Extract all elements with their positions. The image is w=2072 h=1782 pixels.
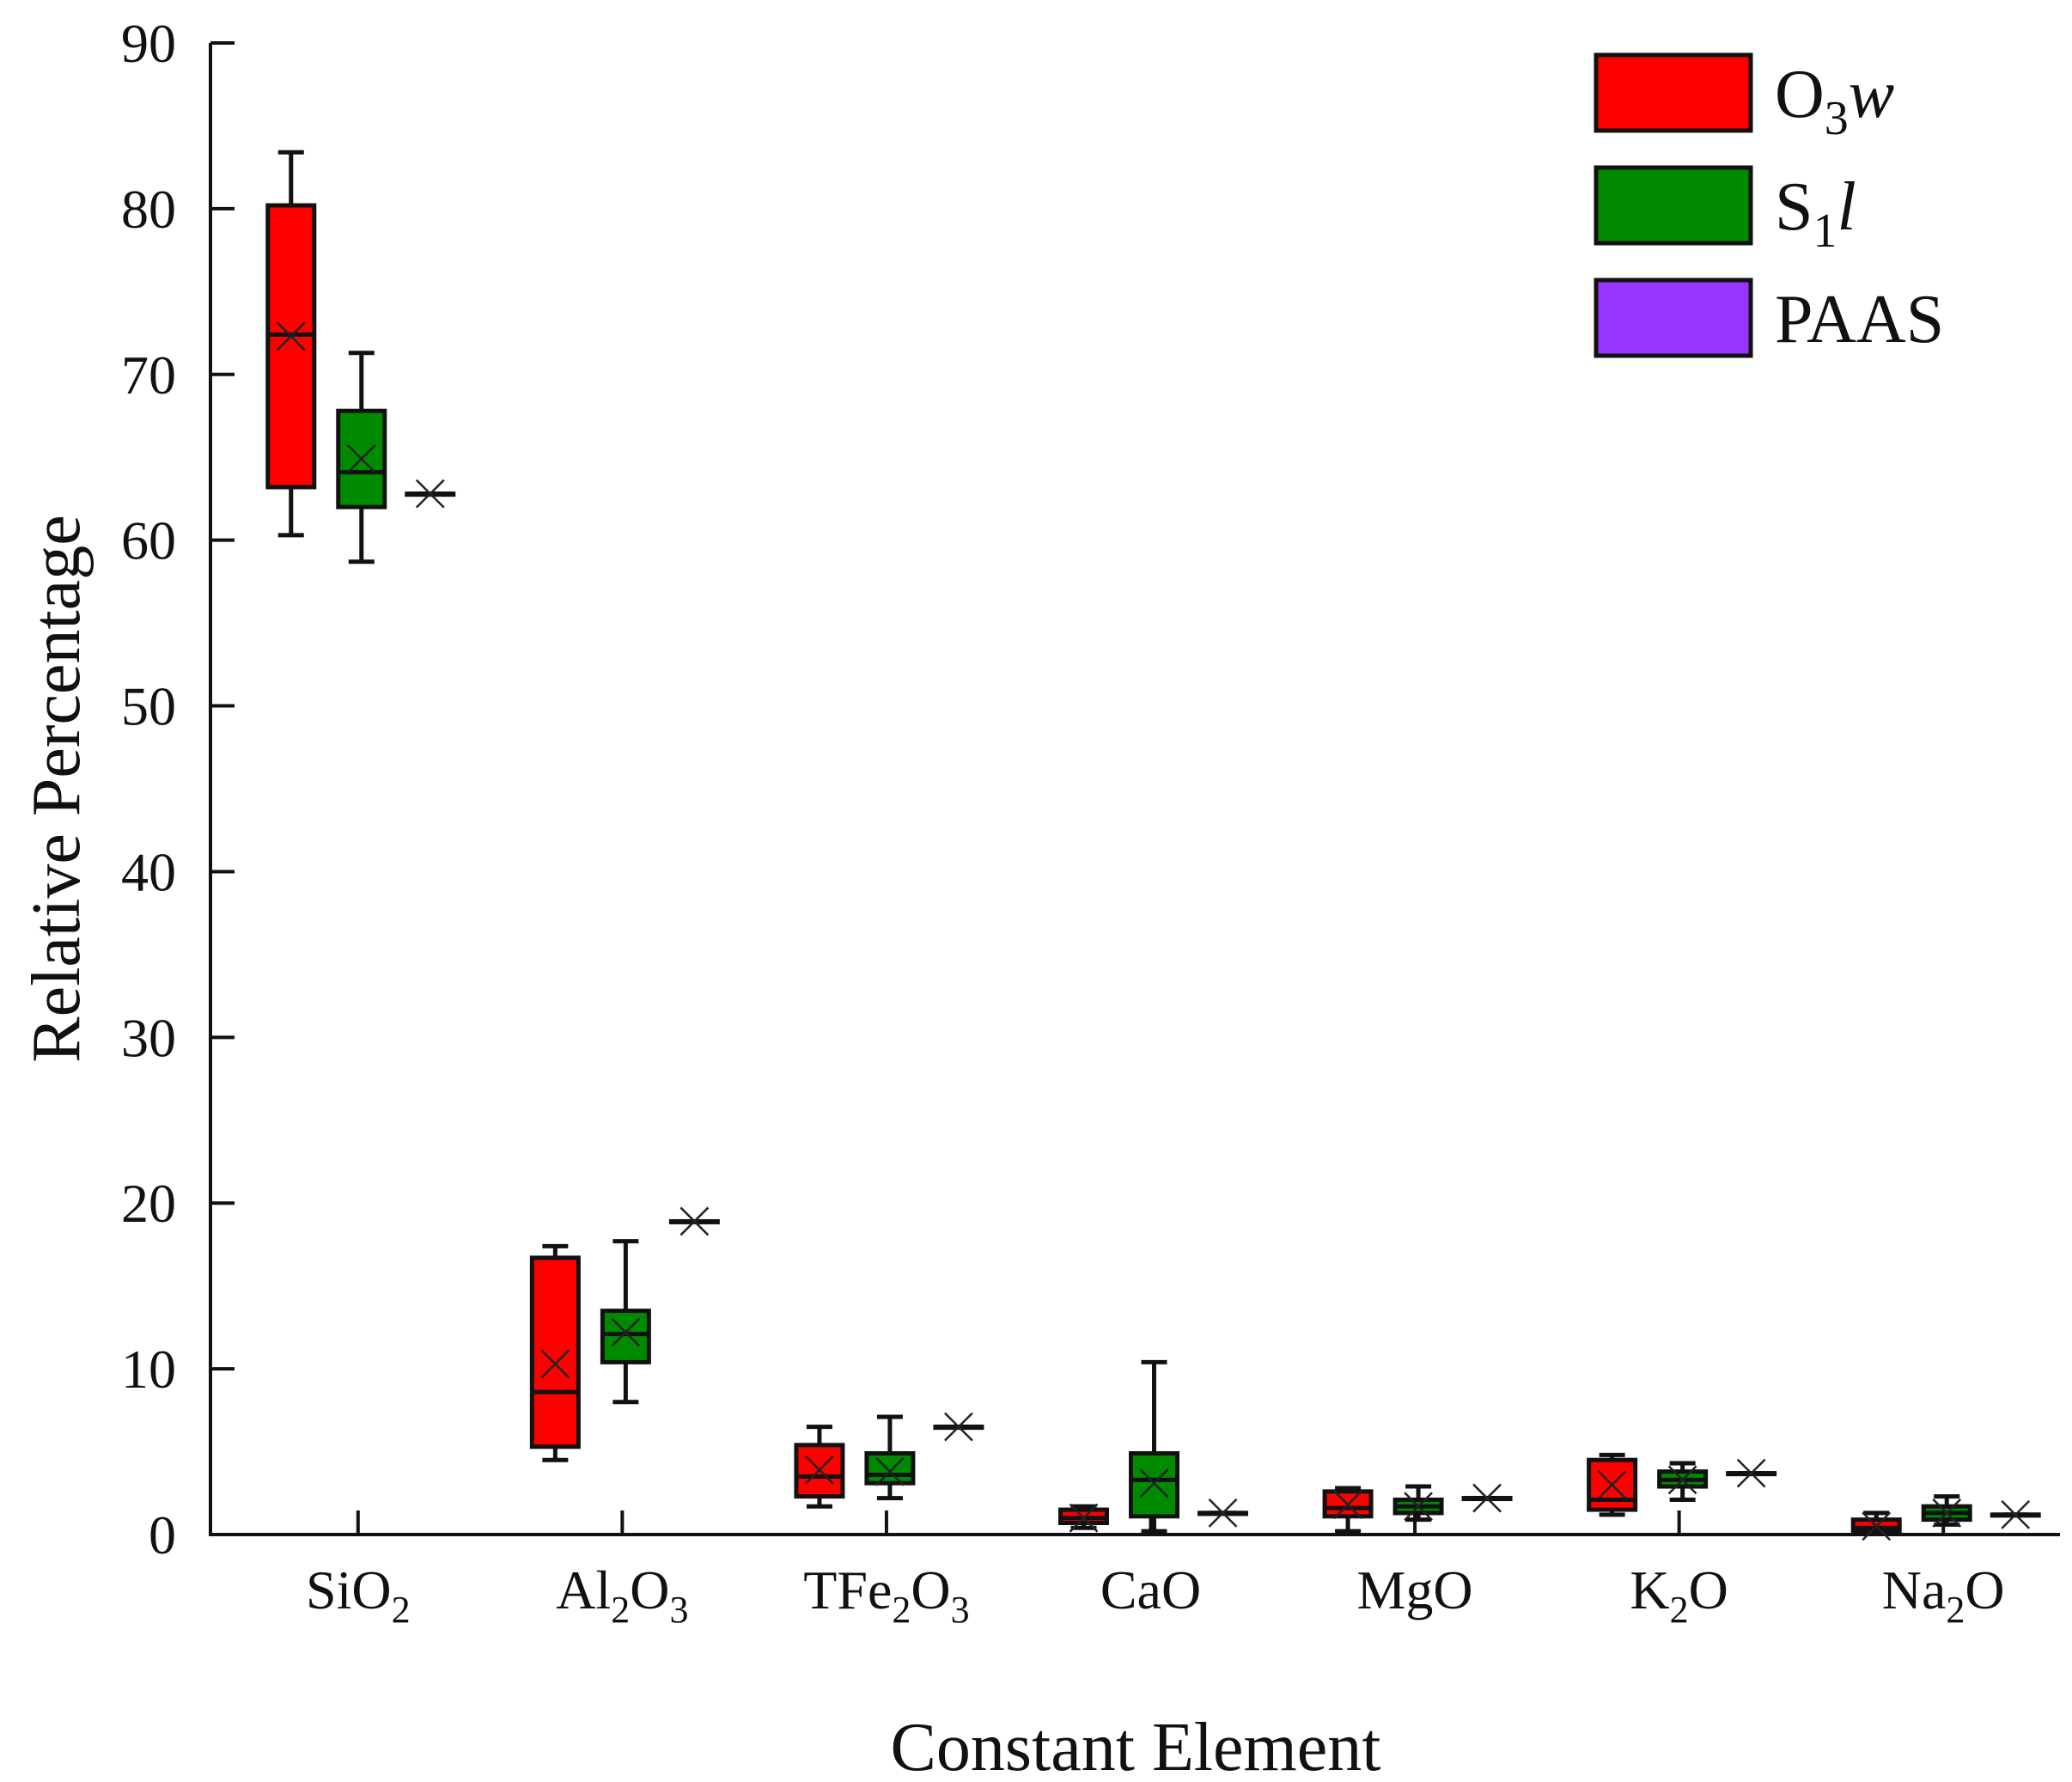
mean-marker: [805, 1455, 834, 1485]
legend-label-PAAS: PAAS: [1775, 282, 1944, 357]
mean-marker: [1932, 1498, 1962, 1528]
box-body: [529, 1255, 581, 1449]
y-tick-label: 50: [121, 676, 176, 737]
mean-marker: [1597, 1470, 1627, 1500]
box-O3w-5: [1587, 1452, 1638, 1517]
x-axis-label: Constant Element: [890, 1710, 1380, 1782]
box-body: [1129, 1450, 1179, 1519]
legend: O3w S1l PAAS: [1594, 52, 1944, 358]
mean-marker: [875, 1456, 905, 1486]
box-PAAS-5: [1726, 1458, 1777, 1488]
mean-marker: [1862, 1511, 1892, 1541]
legend-label-O3w: O3w: [1775, 57, 1894, 145]
box-body: [600, 1309, 651, 1364]
mean-marker: [611, 1317, 641, 1347]
mean-marker: [1333, 1490, 1362, 1520]
mean-marker: [1404, 1492, 1433, 1522]
box-PAAS-0: [405, 479, 456, 509]
box-PAAS-2: [933, 1412, 984, 1442]
mean-marker: [1069, 1503, 1099, 1533]
box-O3w-0: [265, 150, 317, 538]
box-S1l-5: [1657, 1461, 1709, 1502]
box-S1l-2: [864, 1414, 916, 1501]
box-S1l-6: [1921, 1494, 1972, 1528]
x-tick-label: K2O: [1630, 1559, 1728, 1631]
mean-marker: [1208, 1498, 1238, 1528]
y-tick-label: 10: [121, 1339, 176, 1400]
box-body: [864, 1450, 916, 1486]
y-tick-label: 90: [121, 13, 176, 74]
x-tick-label: TFe2O3: [803, 1559, 969, 1631]
box-S1l-3: [1129, 1359, 1179, 1534]
box-PAAS-3: [1197, 1498, 1248, 1528]
box-PAAS-6: [1990, 1499, 2041, 1529]
box-O3w-4: [1322, 1486, 1374, 1534]
mean-marker: [1667, 1465, 1697, 1495]
y-tick-label: 60: [121, 510, 176, 571]
y-tick-label: 80: [121, 179, 176, 240]
x-tick-label: Al2O3: [556, 1559, 688, 1631]
x-tick-label: Na2O: [1882, 1559, 2005, 1631]
boxes: [265, 150, 2041, 1541]
x-tick-label: MgO: [1357, 1559, 1473, 1620]
legend-swatch-O3w: [1594, 52, 1753, 133]
y-tick-label: 40: [121, 841, 176, 902]
mean-marker: [1139, 1468, 1169, 1498]
mean-marker: [2001, 1499, 2031, 1529]
box-O3w-6: [1850, 1510, 1902, 1541]
mean-marker: [346, 444, 376, 474]
y-axis-label: Relative Percentage: [19, 515, 94, 1062]
legend-swatch-PAAS: [1594, 278, 1753, 358]
y-tick-label: 70: [121, 345, 176, 406]
box-S1l-0: [336, 351, 387, 565]
box-PAAS-1: [668, 1206, 720, 1236]
box-PAAS-4: [1461, 1483, 1513, 1513]
y-tick-label: 0: [149, 1504, 176, 1565]
mean-marker: [679, 1206, 710, 1236]
box-O3w-1: [529, 1243, 581, 1462]
x-tick-label: CaO: [1100, 1559, 1201, 1620]
mean-marker: [415, 479, 445, 509]
mean-marker: [944, 1412, 973, 1442]
mean-marker: [1736, 1458, 1766, 1488]
y-ticks: 0 10 20 30 40 50 60 70 80 90: [121, 13, 235, 1565]
legend-swatch-S1l: [1594, 165, 1753, 246]
mean-marker: [1472, 1483, 1502, 1513]
mean-marker: [276, 321, 306, 351]
mean-marker: [540, 1349, 570, 1379]
legend-label-S1l: S1l: [1775, 169, 1856, 258]
x-tick-label: SiO2: [306, 1559, 411, 1631]
box-S1l-4: [1393, 1484, 1444, 1523]
box-body: [265, 203, 317, 490]
axes: Relative Percentage Constant Element: [19, 43, 2060, 1782]
x-ticks: SiO2 Al2O3 TFe2O3 CaO MgO K2O Na2O: [306, 1510, 2005, 1631]
box-O3w-3: [1058, 1503, 1109, 1533]
y-tick-label: 30: [121, 1007, 176, 1068]
y-tick-label: 20: [121, 1173, 176, 1234]
box-S1l-1: [600, 1239, 651, 1405]
box-O3w-2: [794, 1425, 845, 1509]
